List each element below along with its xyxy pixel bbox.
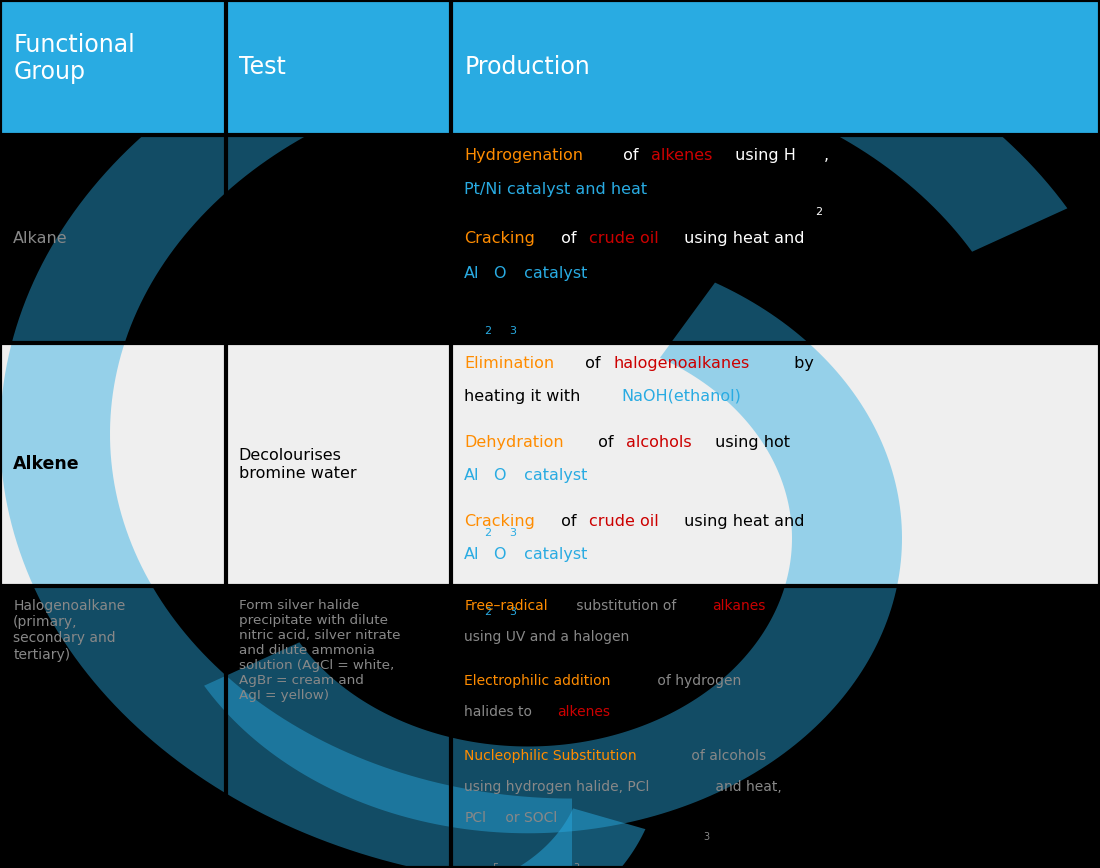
- Text: Decolourises
bromine water: Decolourises bromine water: [239, 448, 356, 481]
- Text: heating it with: heating it with: [464, 389, 585, 404]
- Text: crude oil: crude oil: [588, 514, 659, 529]
- Text: using heat and: using heat and: [679, 231, 804, 246]
- Text: Nucleophilic Substitution: Nucleophilic Substitution: [464, 749, 637, 763]
- Text: Al: Al: [464, 468, 480, 483]
- Text: of: of: [593, 435, 618, 450]
- Text: alkenes: alkenes: [651, 148, 712, 162]
- Text: O: O: [494, 266, 506, 280]
- Text: substitution of: substitution of: [572, 599, 681, 613]
- Text: and heat,: and heat,: [712, 780, 782, 794]
- Bar: [0, 343, 1100, 586]
- Text: 5: 5: [493, 864, 498, 868]
- Bar: [0, 0, 1100, 135]
- Text: 3: 3: [509, 326, 517, 336]
- Text: of: of: [618, 148, 644, 162]
- Text: 2: 2: [484, 528, 492, 538]
- Text: using H: using H: [730, 148, 796, 162]
- Text: halides to: halides to: [464, 705, 537, 720]
- Text: O: O: [494, 547, 506, 562]
- Text: of: of: [556, 231, 581, 246]
- Text: Elimination: Elimination: [464, 356, 554, 371]
- Bar: [0, 586, 1100, 868]
- Text: Form silver halide
precipitate with dilute
nitric acid, silver nitrate
and dilut: Form silver halide precipitate with dilu…: [239, 599, 400, 702]
- Text: 3: 3: [509, 528, 517, 538]
- Text: Production: Production: [464, 56, 590, 79]
- Text: Cracking: Cracking: [464, 514, 535, 529]
- Text: Electrophilic addition: Electrophilic addition: [464, 674, 610, 688]
- Text: Alkene: Alkene: [13, 456, 80, 473]
- Text: by: by: [790, 356, 814, 371]
- Text: of: of: [581, 356, 606, 371]
- Polygon shape: [336, 808, 646, 868]
- Text: NaOH(ethanol): NaOH(ethanol): [621, 389, 740, 404]
- Text: Cracking: Cracking: [464, 231, 535, 246]
- Text: halogenoalkanes: halogenoalkanes: [614, 356, 750, 371]
- Text: O: O: [494, 468, 506, 483]
- Text: crude oil: crude oil: [588, 231, 659, 246]
- Text: catalyst: catalyst: [518, 547, 587, 562]
- Text: 3: 3: [703, 832, 710, 842]
- Polygon shape: [0, 0, 1067, 868]
- Text: Alkane: Alkane: [13, 231, 68, 247]
- Text: Al: Al: [464, 547, 480, 562]
- Bar: [0, 135, 1100, 343]
- Text: alcohols: alcohols: [626, 435, 692, 450]
- Text: Test: Test: [239, 56, 286, 79]
- Text: Dehydration: Dehydration: [464, 435, 564, 450]
- Text: using UV and a halogen: using UV and a halogen: [464, 630, 629, 644]
- Text: or SOCl: or SOCl: [500, 812, 557, 825]
- Text: 2: 2: [484, 607, 492, 617]
- Text: catalyst: catalyst: [518, 266, 587, 280]
- Text: PCl: PCl: [464, 812, 486, 825]
- Text: catalyst: catalyst: [518, 468, 587, 483]
- Text: using hot: using hot: [711, 435, 791, 450]
- Text: Free–radical: Free–radical: [464, 599, 548, 613]
- Text: Pt/Ni catalyst and heat: Pt/Ni catalyst and heat: [464, 182, 647, 197]
- Text: of alcohols: of alcohols: [686, 749, 766, 763]
- Text: 2: 2: [815, 207, 822, 218]
- Text: using hydrogen halide, PCl: using hydrogen halide, PCl: [464, 780, 650, 794]
- Text: 2: 2: [484, 326, 492, 336]
- Text: alkenes: alkenes: [558, 705, 611, 720]
- Text: Halogenoalkane
(primary,
secondary and
tertiary): Halogenoalkane (primary, secondary and t…: [13, 599, 125, 661]
- Text: alkanes: alkanes: [713, 599, 766, 613]
- Polygon shape: [205, 283, 902, 833]
- Text: using heat and: using heat and: [679, 514, 804, 529]
- Text: of hydrogen: of hydrogen: [653, 674, 741, 688]
- Text: 3: 3: [573, 864, 580, 868]
- Text: Functional
Group: Functional Group: [13, 33, 135, 84]
- Text: Al: Al: [464, 266, 480, 280]
- Text: of: of: [556, 514, 581, 529]
- Text: 3: 3: [509, 607, 517, 617]
- Text: Hydrogenation: Hydrogenation: [464, 148, 583, 162]
- Text: ,: ,: [824, 148, 829, 162]
